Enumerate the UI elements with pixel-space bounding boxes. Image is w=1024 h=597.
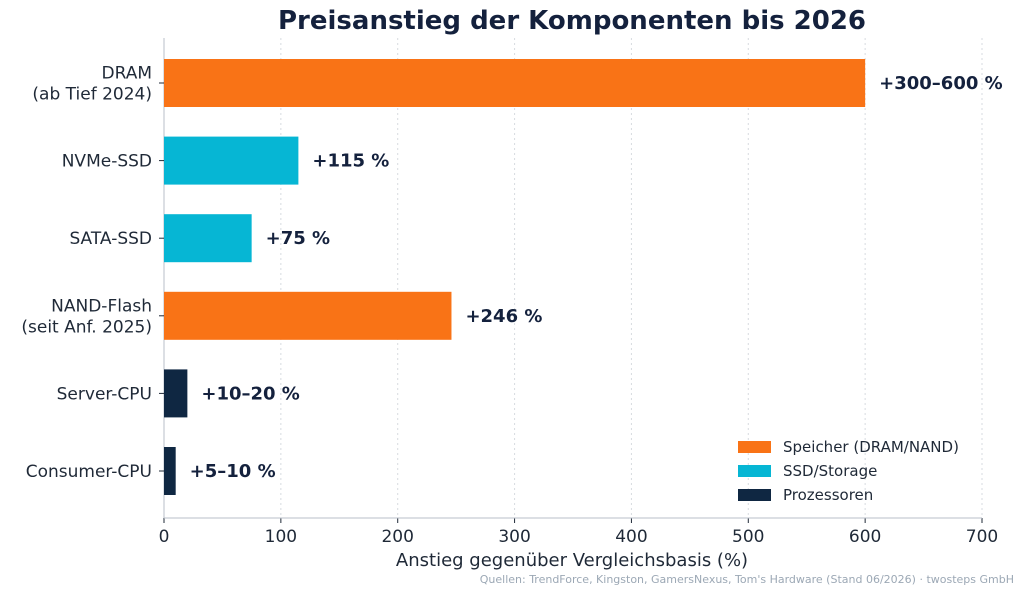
x-tick-label: 100 (265, 527, 297, 547)
x-tick-label: 700 (966, 527, 998, 547)
x-tick-label: 500 (732, 527, 764, 547)
y-tick-label: Server-CPU (57, 384, 152, 404)
legend-label: Speicher (DRAM/NAND) (783, 438, 959, 456)
legend-swatch (738, 441, 771, 453)
bar-layer (164, 59, 866, 495)
y-tick-label: NVMe-SSD (62, 152, 152, 172)
x-axis-title: Anstieg gegenüber Vergleichsbasis (%) (396, 550, 748, 571)
data-label: +246 % (465, 306, 542, 327)
data-label: +5–10 % (190, 461, 276, 482)
x-tick-label: 600 (849, 527, 881, 547)
y-tick-label-line: NAND-Flash (51, 296, 152, 316)
grid-layer (280, 38, 983, 518)
label-layer: DRAM (ab Tief 2024) +300–600 % NVMe-SSD +115… (21, 64, 1002, 483)
bar (164, 59, 866, 107)
x-tick-label: 300 (498, 527, 530, 547)
x-tick-label: 400 (615, 527, 647, 547)
x-tick-label: 0 (159, 527, 170, 547)
data-label: +75 % (266, 228, 330, 249)
data-label: +300–600 % (879, 73, 1003, 94)
y-tick-label-line: (seit Anf. 2025) (21, 317, 152, 337)
legend: Speicher (DRAM/NAND) SSD/Storage Prozessor… (738, 438, 959, 504)
bar (164, 447, 176, 495)
legend-label: Prozessoren (783, 486, 873, 504)
legend-swatch (738, 465, 771, 477)
legend-label: SSD/Storage (783, 462, 877, 480)
y-tick-label-line: DRAM (101, 64, 152, 84)
bar (164, 136, 299, 185)
source-note: Quellen: TrendForce, Kingston, GamersNex… (480, 573, 1014, 586)
data-label: +10–20 % (201, 383, 299, 404)
data-label: +115 % (312, 151, 389, 172)
axis-layer: 0 100 200 300 400 500 600 700 (159, 38, 998, 547)
y-tick-label: Consumer-CPU (26, 462, 152, 482)
y-tick-label: NAND-Flash (seit Anf. 2025) (21, 296, 152, 337)
y-tick-label-line: Server-CPU (57, 384, 152, 404)
y-tick-label: SATA-SSD (69, 229, 152, 249)
y-tick-label-line: Consumer-CPU (26, 462, 152, 482)
y-tick-label-line: (ab Tief 2024) (32, 85, 152, 105)
y-tick-label-line: SATA-SSD (69, 229, 152, 249)
bar (164, 369, 188, 418)
bar (164, 214, 252, 263)
y-tick-label: DRAM (ab Tief 2024) (32, 64, 152, 105)
y-tick-label-line: NVMe-SSD (62, 152, 152, 172)
legend-swatch (738, 489, 771, 501)
x-tick-label: 200 (381, 527, 413, 547)
chart-title: Preisanstieg der Komponenten bis 2026 (278, 6, 866, 36)
bar (164, 291, 452, 340)
